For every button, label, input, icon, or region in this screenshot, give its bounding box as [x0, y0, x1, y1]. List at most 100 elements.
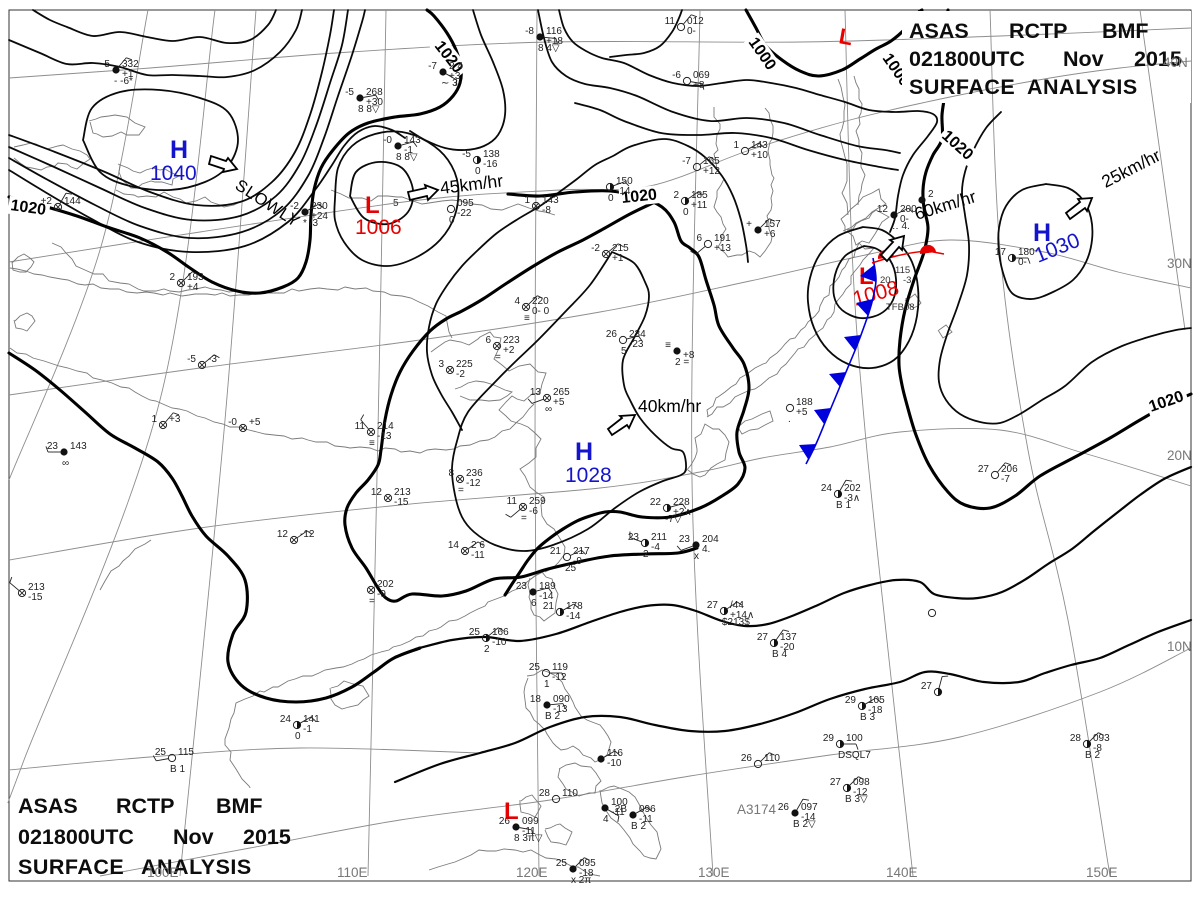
svg-text:220: 220: [532, 296, 549, 307]
svg-text:40N: 40N: [1163, 55, 1188, 70]
svg-text:-4: -4: [651, 542, 660, 553]
svg-text:-8: -8: [525, 26, 534, 37]
svg-text:-22: -22: [457, 208, 472, 219]
svg-text:L: L: [837, 23, 855, 50]
svg-text:/44: /44: [730, 600, 744, 611]
svg-text:268: 268: [366, 87, 383, 98]
svg-text:4.: 4.: [702, 544, 710, 555]
svg-text:18: 18: [530, 694, 542, 705]
svg-text:140E: 140E: [886, 865, 918, 880]
svg-text:B 3▽: B 3▽: [845, 794, 868, 805]
svg-text:119: 119: [552, 662, 568, 673]
svg-text:-13: -13: [377, 431, 392, 442]
svg-text:-10: -10: [492, 637, 507, 648]
svg-text:-12: -12: [853, 787, 868, 798]
svg-text:+5: +5: [249, 417, 261, 428]
svg-text:* /3: * /3: [303, 218, 318, 229]
svg-text:25: 25: [565, 563, 577, 574]
svg-text:-12: -12: [466, 478, 481, 489]
svg-text:1: 1: [544, 679, 550, 690]
svg-text:30N: 30N: [1167, 256, 1192, 271]
svg-text:-8: -8: [1093, 743, 1102, 754]
svg-text:100E: 100E: [147, 865, 179, 880]
svg-text:+18: +18: [546, 36, 563, 47]
svg-text:B 4: B 4: [772, 649, 787, 660]
svg-text:4: 4: [514, 296, 520, 307]
svg-text:-3∧: -3∧: [844, 493, 860, 504]
svg-text:166: 166: [492, 627, 509, 638]
svg-text:-3: -3: [208, 354, 217, 365]
svg-text:1: 1: [151, 414, 157, 425]
svg-text:SURFACE: SURFACE: [18, 855, 124, 879]
svg-text:27: 27: [707, 600, 719, 611]
svg-text:ASAS: ASAS: [909, 19, 969, 43]
svg-text:8 8▽: 8 8▽: [358, 104, 380, 115]
svg-text:2: 2: [484, 644, 490, 655]
svg-text:DSQL7: DSQL7: [838, 750, 871, 761]
svg-text:23: 23: [679, 534, 691, 545]
svg-text:A3174: A3174: [737, 802, 777, 817]
svg-text:213: 213: [394, 487, 411, 498]
svg-text:12: 12: [277, 529, 289, 540]
svg-text:193: 193: [187, 272, 204, 283]
svg-text:∼ 3: ∼ 3: [441, 78, 458, 89]
svg-text:11: 11: [355, 421, 366, 432]
svg-text:-14: -14: [539, 591, 554, 602]
svg-text:5: 5: [621, 346, 627, 357]
svg-text:ANALYSIS: ANALYSIS: [1027, 75, 1138, 99]
svg-text:200: 200: [900, 204, 917, 215]
svg-text:206: 206: [1001, 464, 1018, 475]
svg-text:27: 27: [830, 777, 842, 788]
svg-text:8 4▽: 8 4▽: [538, 43, 560, 54]
svg-text:-16: -16: [483, 159, 498, 170]
svg-text:215: 215: [612, 243, 629, 254]
svg-text:TFB08: TFB08: [886, 302, 915, 313]
svg-text:∞: ∞: [62, 458, 69, 469]
svg-text:RCTP: RCTP: [1009, 19, 1068, 43]
svg-text:+24: +24: [311, 211, 328, 222]
svg-text:265: 265: [553, 387, 570, 398]
svg-text:-5: -5: [345, 87, 354, 98]
svg-text:2: 2: [928, 189, 934, 200]
svg-text:228: 228: [673, 497, 690, 508]
svg-text:2: 2: [643, 549, 649, 560]
svg-text:+10: +10: [751, 150, 768, 161]
svg-text:-5: -5: [101, 59, 110, 70]
svg-text:-10: -10: [607, 758, 622, 769]
svg-text:110E: 110E: [337, 865, 368, 880]
svg-text:-12: -12: [552, 672, 567, 683]
svg-text:-15: -15: [28, 592, 43, 603]
svg-text:8: 8: [448, 468, 454, 479]
svg-text:-0: -0: [383, 135, 392, 146]
svg-text:105: 105: [868, 695, 885, 706]
svg-text:- -6*: - -6*: [114, 76, 133, 87]
svg-text:202: 202: [377, 579, 394, 590]
svg-text:0: 0: [295, 731, 301, 742]
svg-text:17: 17: [995, 247, 1007, 258]
svg-text:-7▽: -7▽: [665, 514, 682, 525]
svg-text:0: 0: [475, 166, 481, 177]
svg-text:180: 180: [1018, 247, 1035, 258]
svg-text:12: 12: [877, 204, 889, 215]
svg-text:069: 069: [693, 70, 710, 81]
svg-text:B 2: B 2: [545, 711, 560, 722]
svg-text:20N: 20N: [1167, 448, 1192, 463]
svg-text:L: L: [504, 798, 519, 825]
svg-text:-23: -23: [629, 339, 644, 350]
svg-text:29: 29: [823, 733, 835, 744]
svg-text:23: 23: [47, 441, 59, 452]
svg-text:25: 25: [155, 747, 167, 758]
svg-text:3: 3: [438, 359, 444, 370]
svg-text:24: 24: [280, 714, 292, 725]
svg-text:+2: +2: [41, 196, 53, 207]
svg-text:25: 25: [556, 858, 568, 869]
svg-text:=: =: [458, 485, 464, 496]
svg-text:26: 26: [499, 816, 511, 827]
svg-text:-12: -12: [300, 529, 315, 540]
svg-text:185: 185: [691, 190, 708, 201]
svg-text:021800UTC: 021800UTC: [909, 47, 1025, 71]
svg-text:138: 138: [483, 149, 500, 160]
svg-text:H: H: [170, 136, 188, 164]
svg-text:0-: 0-: [1018, 257, 1027, 268]
svg-text:BMF: BMF: [216, 794, 263, 818]
